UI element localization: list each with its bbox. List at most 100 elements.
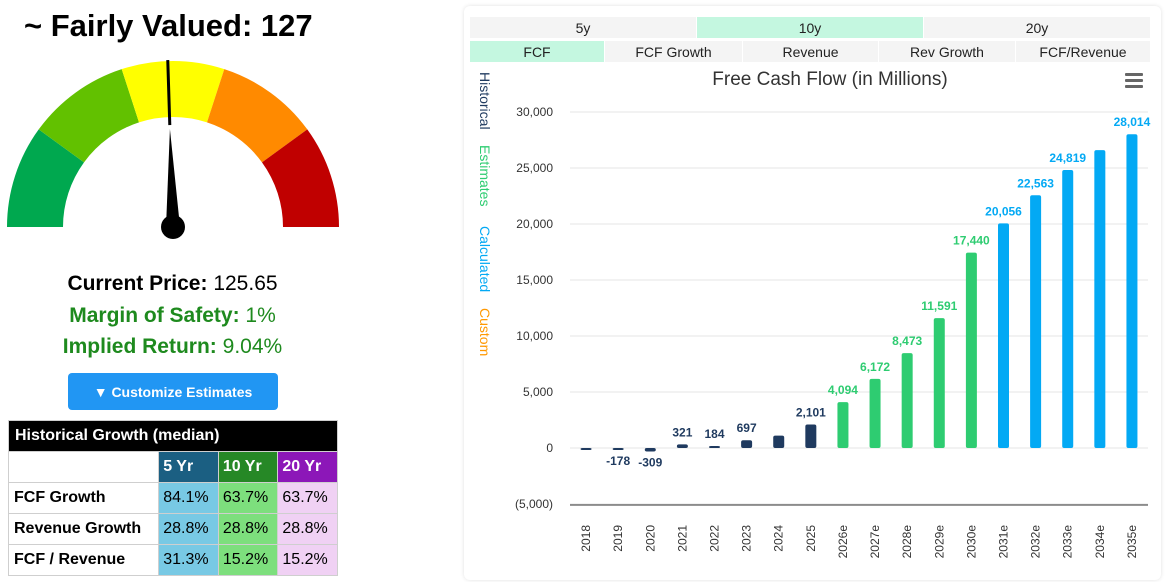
bar-2031e[interactable] [998, 223, 1009, 448]
col-header-5yr: 5 Yr [158, 451, 219, 483]
bar-2021[interactable] [676, 444, 688, 448]
margin-label: Margin of Safety: [69, 304, 240, 327]
x-tick-label: 2030e [964, 525, 978, 559]
data-label-2022: 184 [704, 427, 724, 441]
implied-return: Implied Return: 9.04% [0, 335, 345, 359]
current-price: Current Price: 125.65 [0, 272, 345, 296]
cell-10yr: 63.7% [217, 482, 279, 514]
table-row: FCF / Revenue 31.3% 15.2% 15.2% [7, 544, 338, 576]
y-tick-label: 0 [546, 441, 553, 455]
data-label-2025: 2,101 [796, 405, 826, 419]
cell-5yr: 31.3% [158, 544, 219, 576]
gauge-hub [161, 215, 185, 239]
x-tick-label: 2018 [579, 525, 593, 552]
bar-2032e[interactable] [1030, 195, 1042, 448]
bar-2028e[interactable] [901, 353, 913, 448]
x-tick-label: 2026e [836, 525, 850, 559]
tab-10y[interactable]: 10y [697, 17, 924, 38]
legend-item-custom[interactable]: Custom [477, 308, 493, 356]
x-tick-label: 2028e [900, 525, 914, 559]
x-tick-label: 2032e [1029, 525, 1043, 559]
tab-fcf[interactable]: FCF [470, 41, 605, 62]
metric-tabs: FCF FCF Growth Revenue Rev Growth FCF/Re… [470, 41, 1151, 62]
y-tick-label: 10,000 [516, 329, 553, 343]
margin-value: 1% [245, 304, 276, 327]
valuation-prefix: ~ Fairly Valued: [24, 8, 253, 43]
cell-5yr: 28.8% [158, 513, 219, 545]
cell-20yr: 63.7% [277, 482, 338, 514]
data-label-2031e: 20,056 [985, 204, 1022, 218]
bar-2034e[interactable] [1094, 150, 1106, 448]
data-label-2028e: 8,473 [892, 334, 922, 348]
bar-2020[interactable] [644, 448, 656, 452]
x-tick-label: 2023 [740, 525, 754, 552]
y-tick-label: 20,000 [516, 217, 553, 231]
row-label: FCF / Revenue [7, 544, 160, 576]
current-price-value: 125.65 [213, 272, 278, 295]
bar-2029e[interactable] [933, 318, 945, 448]
period-tabs: 5y 10y 20y [470, 17, 1151, 38]
bar-2022[interactable] [709, 445, 720, 448]
data-label-2032e: 22,563 [1017, 176, 1054, 190]
col-header-10yr: 10 Yr [217, 451, 279, 483]
legend-item-calculated[interactable]: Calculated [477, 226, 493, 292]
bar-2033e[interactable] [1062, 170, 1074, 448]
x-tick-label: 2020 [643, 525, 657, 552]
x-tick-label: 2034e [1093, 525, 1107, 559]
data-label-2033e: 24,819 [1049, 151, 1086, 165]
valuation-title: ~ Fairly Valued: 127 [24, 8, 313, 44]
x-tick-label: 2024 [772, 525, 786, 552]
bar-2027e[interactable] [869, 378, 881, 448]
historical-growth-table: Historical Growth (median) 5 Yr 10 Yr 20… [7, 420, 338, 576]
cell-10yr: 28.8% [217, 513, 279, 545]
bar-2018[interactable] [580, 448, 592, 450]
growth-table-corner [7, 451, 160, 483]
bar-2030e[interactable] [965, 252, 977, 448]
valuation-gauge [7, 60, 339, 239]
cell-10yr: 15.2% [217, 544, 279, 576]
gauge-segment [261, 129, 339, 227]
tab-fcf-revenue[interactable]: FCF/Revenue [1016, 41, 1151, 62]
legend-item-historical[interactable]: Historical [477, 72, 493, 130]
data-label-2035e: 28,014 [1114, 115, 1151, 129]
x-tick-label: 2033e [1061, 525, 1075, 559]
bar-2035e[interactable] [1126, 134, 1138, 448]
x-tick-label: 2022 [708, 525, 722, 552]
x-tick-label: 2021 [675, 525, 689, 552]
data-label-2019: -178 [606, 454, 630, 468]
bar-2023[interactable] [741, 440, 753, 448]
bar-2025[interactable] [805, 424, 817, 448]
bar-2019[interactable] [612, 448, 624, 450]
gauge-segment [7, 129, 85, 227]
bar-2026e[interactable] [837, 402, 849, 448]
vertical-legend: Historical Estimates Calculated Custom [477, 72, 493, 356]
x-tick-label: 2031e [997, 525, 1011, 559]
valuation-value: 127 [260, 8, 313, 43]
tab-20y[interactable]: 20y [924, 17, 1151, 38]
data-label-2030e: 17,440 [953, 234, 990, 248]
y-tick-label: 30,000 [516, 105, 553, 119]
x-tick-label: 2035e [1125, 525, 1139, 559]
customize-estimates-button[interactable]: ▼ Customize Estimates [68, 373, 278, 410]
chart-panel [464, 6, 1161, 580]
gauge-segment [206, 69, 308, 163]
gauge-segment [38, 69, 140, 163]
hamburger-menu-icon[interactable] [1125, 73, 1143, 88]
tab-fcf-growth[interactable]: FCF Growth [605, 41, 743, 62]
data-label-2027e: 6,172 [860, 360, 890, 374]
data-label-2029e: 11,591 [921, 299, 957, 313]
tab-revenue[interactable]: Revenue [743, 41, 879, 62]
legend-item-estimates[interactable]: Estimates [477, 145, 493, 206]
data-label-2021: 321 [672, 425, 692, 439]
gauge-segment [121, 61, 225, 123]
bar-2024[interactable] [773, 435, 785, 448]
implied-value: 9.04% [222, 335, 283, 358]
tab-rev-growth[interactable]: Rev Growth [879, 41, 1016, 62]
gauge-needle [166, 129, 180, 228]
y-tick-label: 5,000 [523, 385, 553, 399]
tab-5y[interactable]: 5y [470, 17, 697, 38]
data-label-2026e: 4,094 [828, 383, 858, 397]
y-tick-label: (5,000) [515, 497, 553, 511]
